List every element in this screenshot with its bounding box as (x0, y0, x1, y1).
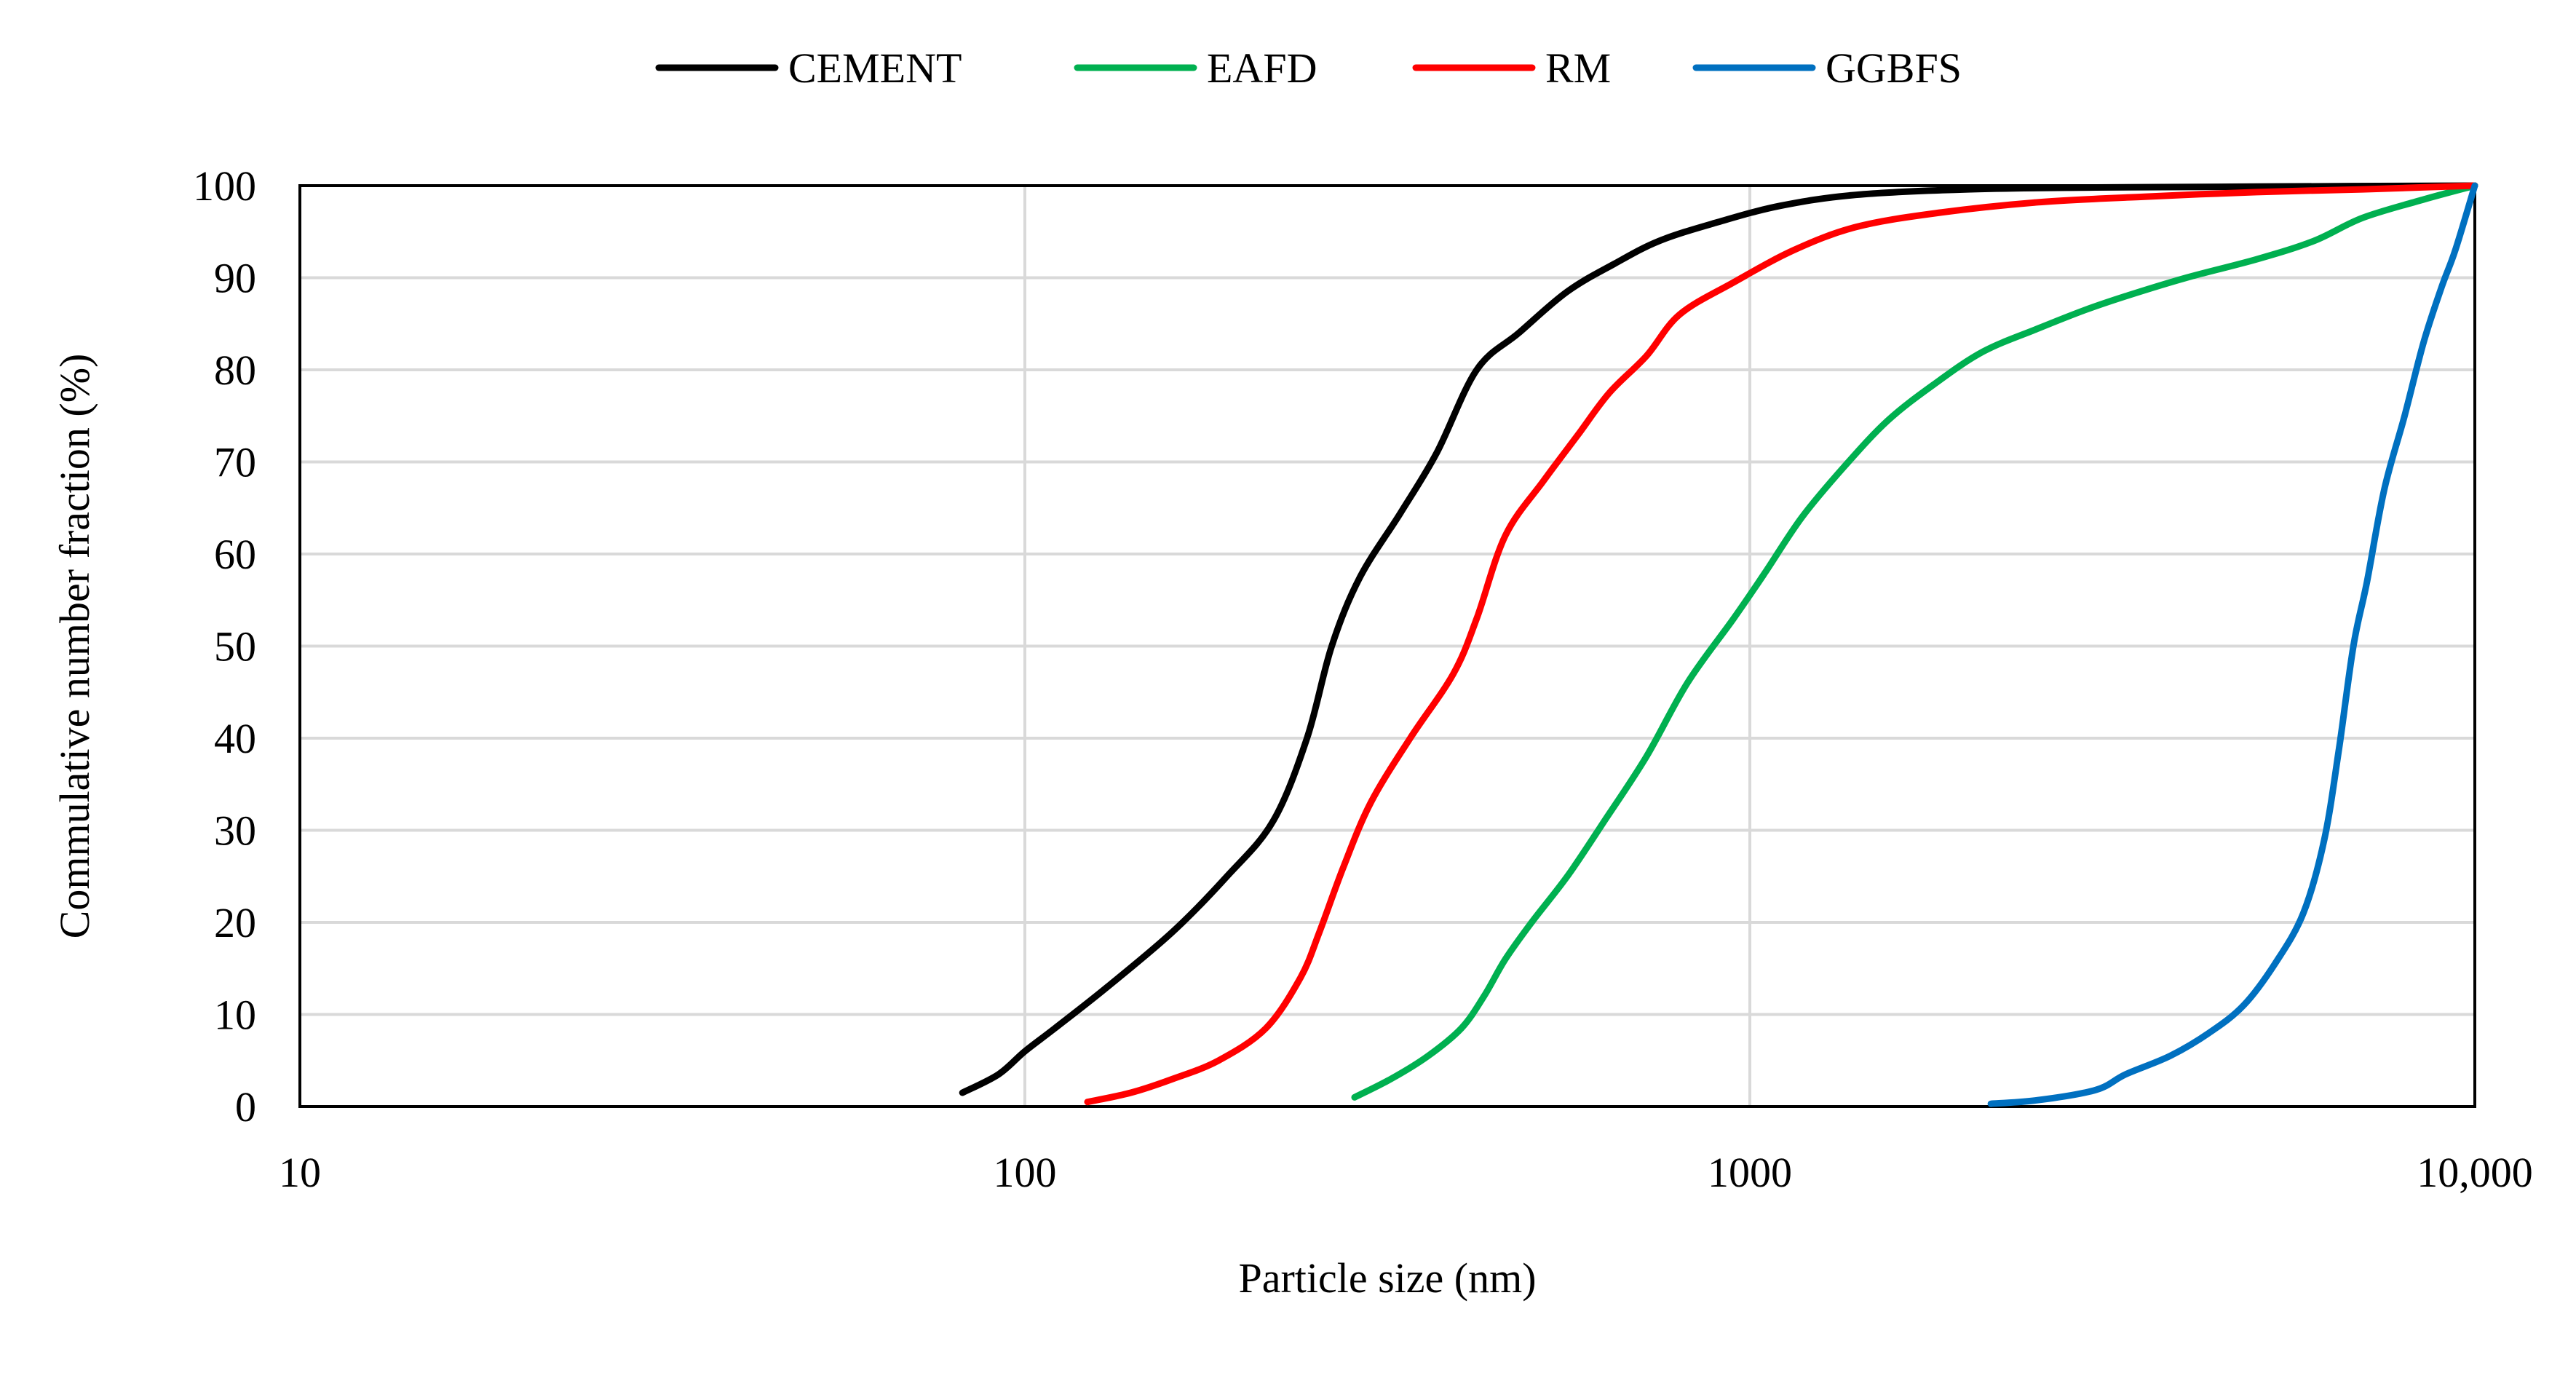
y-tick-label: 0 (235, 1083, 256, 1131)
legend: CEMENT EAFD RM GGBFS (655, 44, 1962, 92)
legend-label-cement: CEMENT (788, 44, 962, 92)
series-line-ggbfs (1987, 182, 2478, 1107)
x-tick-labels: 10 100 1000 10,000 (279, 1149, 2533, 1196)
legend-label-rm: RM (1545, 44, 1611, 92)
series-line-eafd (1351, 182, 2478, 1101)
y-tick-label: 60 (214, 531, 256, 578)
y-tick-labels: 0 10 20 30 40 50 60 70 80 90 100 (193, 162, 256, 1131)
y-axis-label: Commulative number fraction (%) (51, 354, 98, 939)
y-gridlines (300, 184, 2475, 1108)
y-tick-label: 40 (214, 715, 256, 762)
y-tick-label: 20 (214, 899, 256, 946)
plot-area-border (298, 184, 2476, 1108)
x-tick-label: 100 (994, 1149, 1057, 1196)
legend-label-ggbfs: GGBFS (1826, 44, 1962, 92)
y-tick-label: 80 (214, 347, 256, 394)
y-tick-label: 50 (214, 623, 256, 670)
x-axis-label: Particle size (nm) (1238, 1254, 1536, 1302)
legend-label-eafd: EAFD (1207, 44, 1317, 92)
series-line-cement (959, 182, 2478, 1096)
x-tick-label: 1000 (1708, 1149, 1792, 1196)
y-tick-label: 70 (214, 439, 256, 486)
series-line-rm (1084, 182, 2478, 1106)
y-tick-label: 10 (214, 992, 256, 1039)
series-group (959, 182, 2478, 1107)
x-tick-label: 10,000 (2417, 1149, 2533, 1196)
y-tick-label: 100 (193, 162, 256, 210)
y-tick-label: 90 (214, 255, 256, 302)
x-tick-label: 10 (279, 1149, 321, 1196)
y-tick-label: 30 (214, 807, 256, 855)
